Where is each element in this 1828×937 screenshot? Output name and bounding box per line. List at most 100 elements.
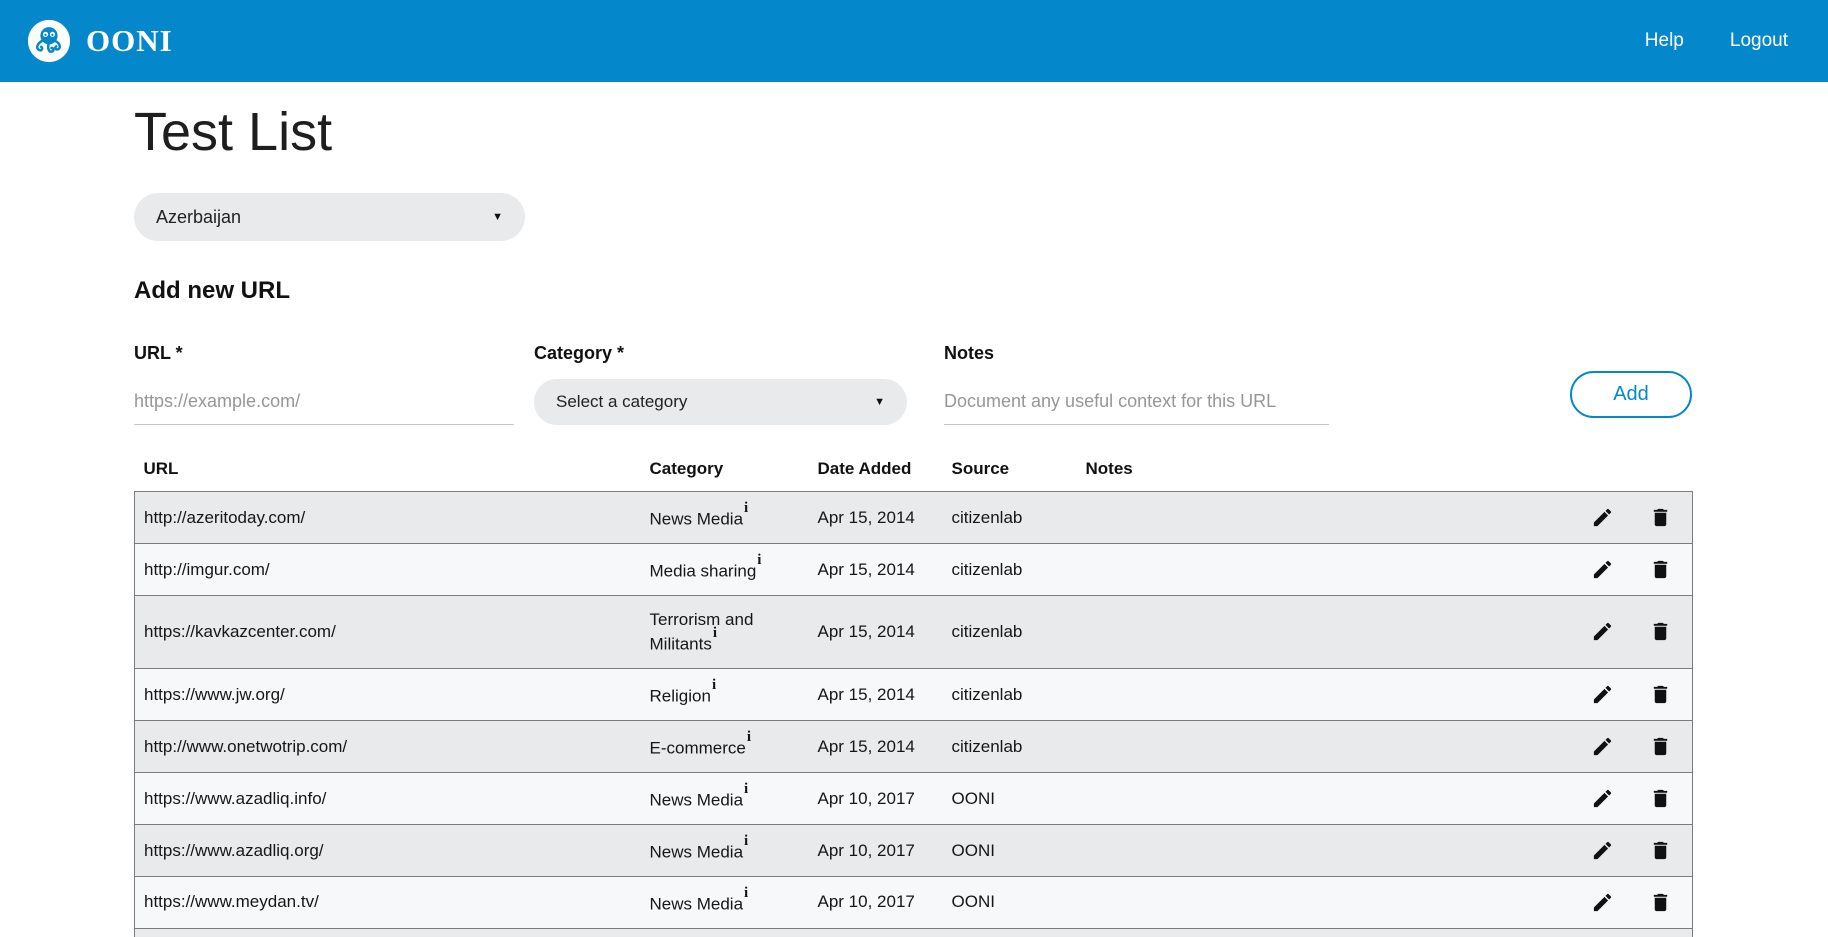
column-header-url: URL [143,459,179,478]
notes-label: Notes [944,343,995,363]
delete-icon[interactable] [1649,891,1672,914]
actions-cell [1576,823,1693,877]
category-cell: Terrorism and Militantsi [640,594,809,669]
edit-icon[interactable] [1591,620,1614,643]
table-row: https://www.azadliq.info/ News Mediai Ap… [134,771,1693,825]
url-field-group: URL * [134,343,514,425]
date-added-cell: Apr 10, 2017 [808,875,943,928]
info-icon[interactable]: i [744,780,749,797]
table-row: http://azeritoday.com/ News Mediai Apr 1… [134,491,1693,544]
delete-icon[interactable] [1649,683,1672,706]
source-cell: citizenlab [942,491,1077,544]
table-row: https://kavkazcenter.com/ Terrorism and … [134,594,1693,669]
notes-cell [1076,719,1577,773]
notes-cell [1076,875,1577,928]
url-input[interactable] [134,379,514,425]
category-cell: News Mediai [640,927,809,937]
date-added-cell: Apr 15, 2014 [808,491,943,544]
help-link[interactable]: Help [1644,30,1684,51]
chevron-down-icon: ▼ [874,395,885,408]
url-cell: http://azeritoday.com/ [134,491,641,544]
table-row: http://imgur.com/ Media sharingi Apr 15,… [134,542,1693,596]
category-cell: Media sharingi [640,542,809,596]
column-header-date: Date Added [817,459,912,478]
main-content: Test List Azerbaijan ▼ Add new URL URL *… [0,100,1828,937]
edit-icon[interactable] [1591,506,1614,529]
edit-icon[interactable] [1591,558,1614,581]
actions-cell [1576,875,1693,928]
add-new-url-heading: Add new URL [134,277,290,304]
actions-cell [1576,491,1693,544]
add-button[interactable]: Add [1570,371,1692,418]
delete-icon[interactable] [1649,620,1672,643]
info-icon[interactable]: i [757,551,762,568]
country-select[interactable]: Azerbaijan ▼ [134,193,525,241]
date-added-cell: Apr 10, 2017 [808,927,943,937]
actions-cell [1576,719,1693,773]
source-cell: citizenlab [942,542,1077,596]
notes-cell [1076,823,1577,877]
url-cell: https://kavkazcenter.com/ [134,594,641,669]
source-cell: OONI [942,927,1077,937]
notes-cell [1076,542,1577,596]
delete-icon[interactable] [1649,506,1672,529]
notes-cell [1076,771,1577,825]
notes-cell [1076,667,1577,721]
edit-icon[interactable] [1591,787,1614,810]
table-row: https://www.azadliq.org/ News Mediai Apr… [134,823,1693,877]
info-icon[interactable]: i [711,676,717,693]
category-field-group: Category * Select a category ▼ [534,343,907,425]
date-added-cell: Apr 15, 2014 [808,719,943,773]
ooni-octopus-logo-icon [27,19,71,63]
url-label: URL * [134,343,183,363]
info-icon[interactable]: i [744,884,749,901]
edit-icon[interactable] [1591,839,1614,862]
edit-icon[interactable] [1591,735,1614,758]
table-row: https://www.meydan.tv/ News Mediai Apr 1… [134,875,1693,928]
source-cell: citizenlab [942,594,1077,669]
brand-home-link[interactable]: OONI [26,18,173,64]
category-cell: Religioni [640,667,809,721]
column-header-actions [1577,459,1693,492]
category-cell: News Mediai [640,771,809,825]
info-icon[interactable]: i [744,832,749,849]
notes-cell [1076,594,1577,669]
app-header: OONI Help Logout [0,0,1828,82]
logout-link[interactable]: Logout [1729,30,1788,51]
actions-cell [1576,771,1693,825]
source-cell: OONI [942,875,1077,928]
info-icon[interactable]: i [746,728,752,745]
table-header-row: URL Category Date Added Source Notes [135,459,1693,492]
url-cell: https://www.azadliq.org/ [134,823,641,877]
appbar-nav: Help Logout [1645,30,1802,52]
actions-cell [1576,927,1693,937]
actions-cell [1576,594,1693,669]
date-added-cell: Apr 10, 2017 [808,823,943,877]
category-select-value: Select a category [556,392,688,411]
info-icon[interactable]: i [744,500,749,516]
table-row: http://www.onetwotrip.com/ E-commercei A… [134,719,1693,773]
country-select-value: Azerbaijan [156,206,242,227]
category-cell: News Mediai [640,823,809,877]
delete-icon[interactable] [1649,787,1672,810]
notes-cell [1076,491,1577,544]
table-row: http://www.abzas.net/ News Mediai Apr 10… [134,927,1693,937]
url-cell: https://www.jw.org/ [134,667,641,721]
notes-input[interactable] [944,379,1329,425]
edit-icon[interactable] [1591,683,1614,706]
column-header-notes: Notes [1085,459,1133,478]
delete-icon[interactable] [1649,839,1672,862]
url-cell: http://www.onetwotrip.com/ [134,719,641,773]
url-table: URL Category Date Added Source Notes htt… [134,459,1693,937]
date-added-cell: Apr 15, 2014 [808,667,943,721]
delete-icon[interactable] [1649,558,1672,581]
edit-icon[interactable] [1591,891,1614,914]
source-cell: citizenlab [942,719,1077,773]
info-icon[interactable]: i [712,625,718,642]
source-cell: OONI [942,823,1077,877]
category-select[interactable]: Select a category ▼ [534,379,907,425]
url-cell: http://imgur.com/ [134,542,641,596]
delete-icon[interactable] [1649,735,1672,758]
url-cell: https://www.azadliq.info/ [134,771,641,825]
category-label: Category * [534,343,625,363]
